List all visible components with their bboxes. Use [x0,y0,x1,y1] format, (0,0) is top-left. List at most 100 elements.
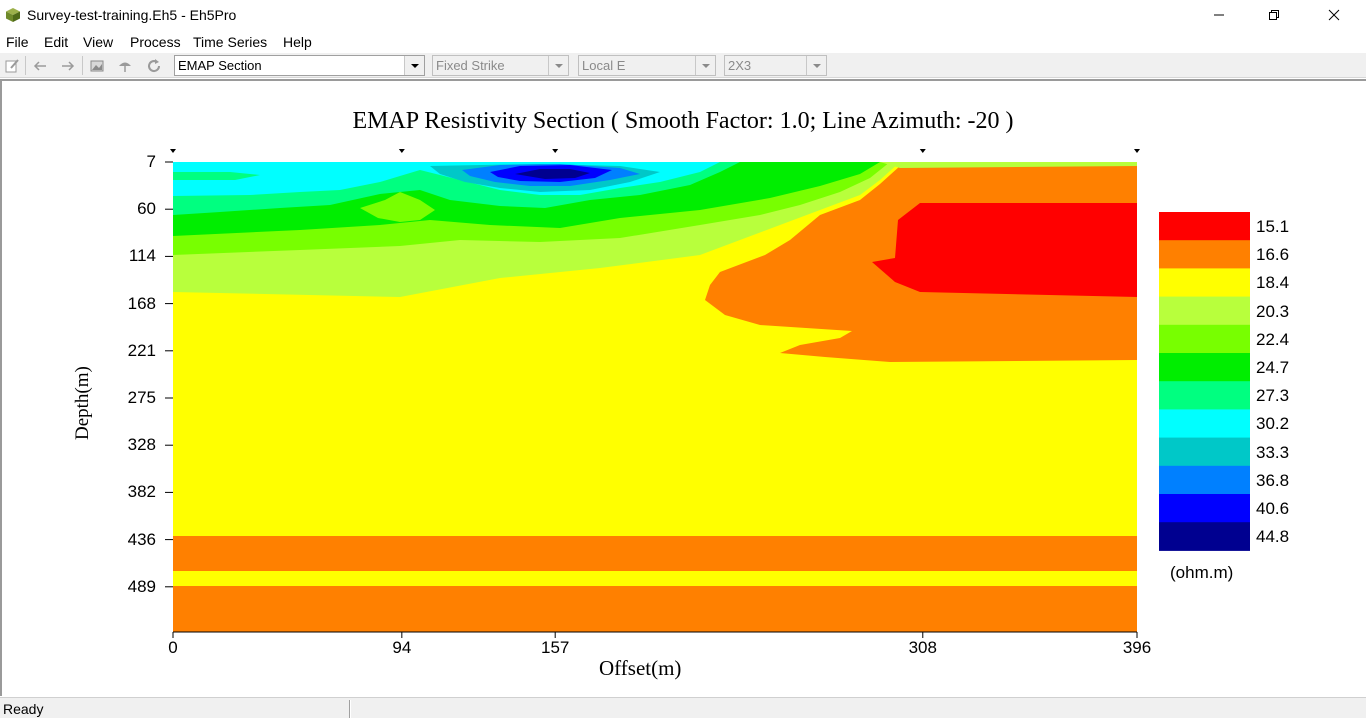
layout-value: 2X3 [728,58,752,73]
chevron-down-icon [806,56,826,75]
x-tick-marks [172,632,1138,638]
status-divider [349,700,351,718]
y-tick-label: 489 [127,576,156,596]
legend-swatch [1159,240,1250,269]
legend-swatch [1159,522,1250,551]
legend-colorbar [1159,212,1250,551]
status-text: Ready [3,701,44,717]
legend-label: 24.7 [1256,358,1290,377]
legend-swatch [1159,494,1250,523]
x-tick-label: 308 [908,638,937,657]
y-tick-label: 60 [137,199,156,219]
legend-label: 15.1 [1256,217,1290,236]
legend-unit: (ohm.m) [1170,563,1234,582]
region-light-green-lens [360,192,435,222]
band-orange-deep-2 [173,586,1137,632]
legend-swatch [1159,381,1250,410]
legend-swatch [1159,212,1250,241]
region-red-right [872,203,1137,297]
title-bar: Survey-test-training.Eh5 - Eh5Pro [0,0,1366,30]
menu-process[interactable]: Process [130,34,181,50]
menu-time-series[interactable]: Time Series [193,34,268,50]
menu-bar: File Edit View Process Time Series Help [0,31,1366,52]
edit-button[interactable] [1,55,23,77]
forward-button[interactable] [57,55,79,77]
minimize-button[interactable] [1196,0,1242,30]
toolbar-separator [82,56,83,75]
strike-mode-value: Fixed Strike [436,58,505,73]
cube-icon [6,8,20,22]
refresh-icon [148,59,161,73]
back-button[interactable] [29,55,51,77]
field-component-combo[interactable]: Local E [578,55,716,76]
region-sea-green-left [173,172,260,180]
legend-swatch [1159,296,1250,326]
section-type-combo[interactable]: EMAP Section [174,55,425,76]
legend-label: 40.6 [1256,499,1290,518]
legend-label: 33.3 [1256,442,1290,462]
legend-swatch [1159,353,1250,382]
station-marker [398,149,405,153]
section-type-value: EMAP Section [178,58,262,73]
station-marker [919,149,926,153]
chevron-down-icon [404,56,424,75]
image-icon [90,60,104,72]
image-button[interactable] [86,55,108,77]
menu-help[interactable]: Help [283,34,312,50]
toolbar-separator [25,56,26,75]
umbrella-button[interactable] [114,55,136,77]
legend-label: 30.2 [1256,414,1290,434]
legend-label: 27.3 [1256,386,1290,406]
close-icon [1328,9,1340,21]
x-tick-label: 157 [541,638,570,657]
y-tick-label: 168 [127,293,156,313]
y-tick-label: 328 [127,435,156,455]
umbrella-icon [119,62,131,72]
legend-swatch [1159,268,1250,298]
strike-mode-combo[interactable]: Fixed Strike [432,55,569,76]
menu-file[interactable]: File [6,34,29,50]
maximize-button[interactable] [1251,0,1297,30]
region-lime-surface [880,162,1137,168]
y-axis-label: Depth(m) [72,366,93,440]
y-tick-label: 114 [128,246,156,266]
window-title: Survey-test-training.Eh5 - Eh5Pro [27,7,237,23]
legend-swatch [1159,465,1250,495]
menu-edit[interactable]: Edit [44,34,69,50]
legend-label: 18.4 [1256,273,1290,293]
layout-combo[interactable]: 2X3 [724,55,827,76]
legend-label: 36.8 [1256,470,1290,490]
close-button[interactable] [1311,0,1357,30]
station-marker [552,149,559,153]
station-marker [170,149,176,153]
chevron-down-icon [695,56,715,75]
forward-arrow-icon [62,61,75,71]
edit-icon [5,59,19,73]
restore-icon [1269,10,1279,20]
x-axis-label: Offset(m) [599,656,682,680]
legend-label: 44.8 [1256,527,1290,547]
refresh-button[interactable] [143,55,165,77]
y-tick-label: 382 [127,482,156,502]
minimize-icon [1214,14,1224,16]
region-navy [515,169,590,179]
y-tick-marks [165,161,173,588]
chart-title: EMAP Resistivity Section ( Smooth Factor… [352,108,1014,134]
field-component-value: Local E [582,58,626,73]
status-bar: Ready [0,697,1366,718]
y-tick-label: 221 [127,340,156,360]
legend-label: 16.6 [1256,245,1290,265]
back-arrow-icon [33,61,46,71]
menu-view[interactable]: View [83,34,114,50]
legend-swatch [1159,409,1250,439]
y-tick-label: 7 [146,152,156,171]
x-tick-label: 94 [392,638,412,657]
toolbar: EMAP Section Fixed Strike Local E 2X3 [0,53,1366,78]
legend-swatch [1159,324,1250,354]
legend-label: 22.4 [1256,329,1290,349]
station-marker [1134,149,1140,153]
y-tick-label: 275 [127,388,156,407]
x-tick-label: 0 [168,638,178,657]
x-tick-label: 396 [1122,638,1152,657]
